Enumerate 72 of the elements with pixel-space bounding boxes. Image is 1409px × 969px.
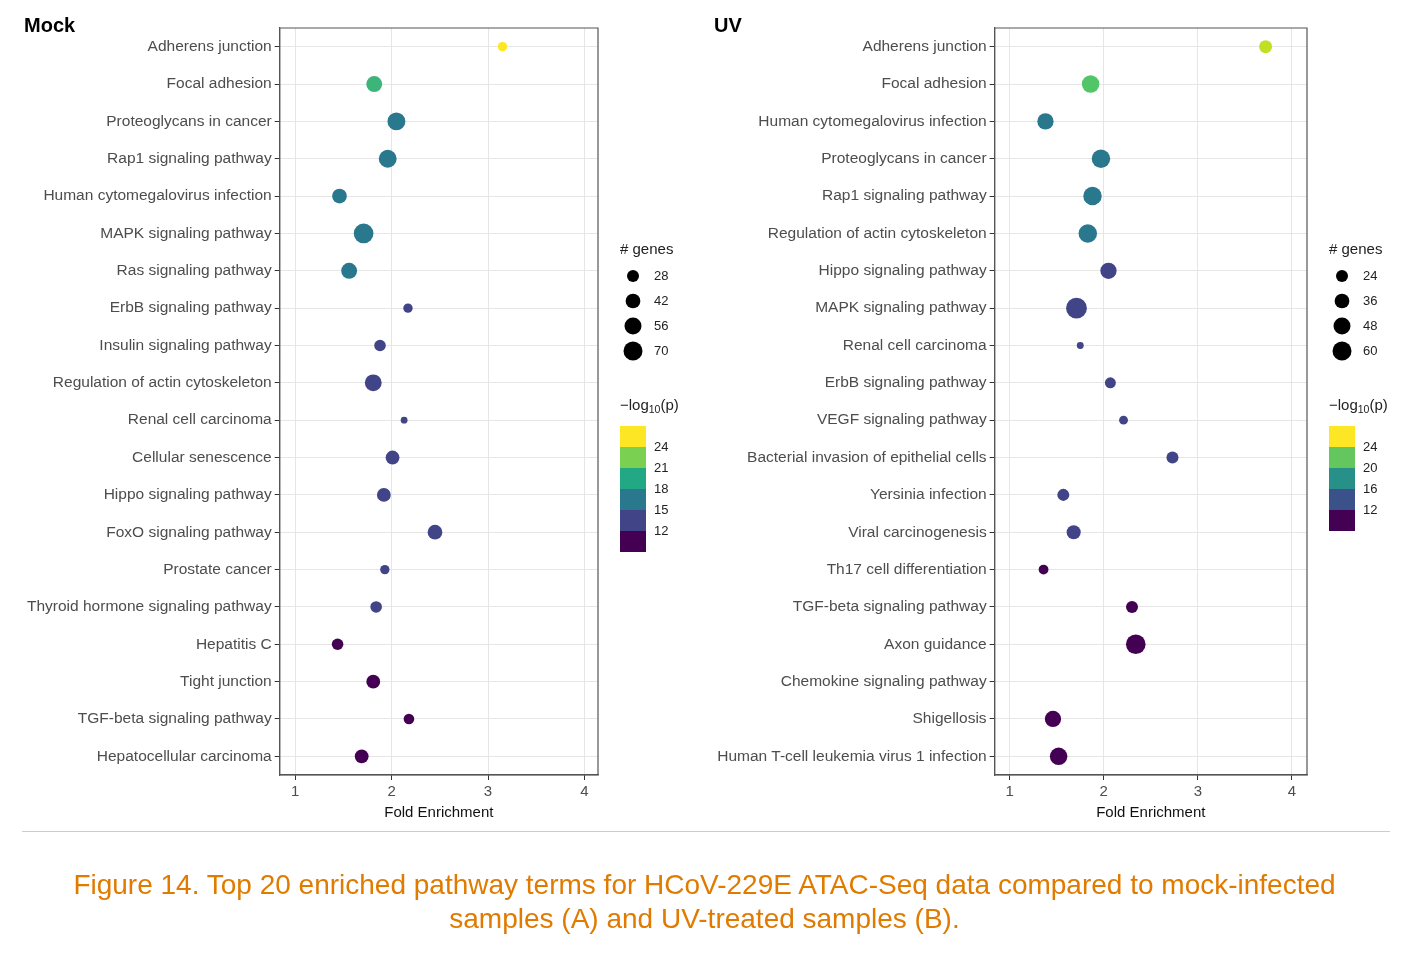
y-tick-label: TGF-beta signaling pathway bbox=[77, 709, 272, 727]
y-tick-label: ErbB signaling pathway bbox=[109, 298, 272, 316]
x-tick-label: 4 bbox=[1287, 782, 1297, 800]
x-tick-label: 1 bbox=[290, 782, 300, 800]
legend-label: 36 bbox=[1363, 292, 1378, 308]
color-bar-label: 20 bbox=[1363, 459, 1378, 475]
x-tick-label: 2 bbox=[387, 782, 396, 800]
color-bar-label: 15 bbox=[654, 501, 669, 517]
y-tick-label: MAPK signaling pathway bbox=[815, 298, 987, 316]
y-tick-label: Insulin signaling pathway bbox=[99, 335, 272, 353]
color-bar-label: 12 bbox=[654, 522, 669, 538]
text: Mock bbox=[24, 13, 76, 36]
color-bar-label: 21 bbox=[654, 459, 669, 475]
y-tick-label: Cellular senescence bbox=[132, 447, 272, 465]
x-axis-title: Fold Enrichment bbox=[384, 803, 495, 821]
y-tick-label: Human cytomegalovirus infection bbox=[43, 186, 272, 204]
caption: Figure 14. Top 20 enriched pathway terms for HCoV-229E ATAC-Seq data compared to mock-infected samples (A) and UV-treated samples (B). bbox=[72, 868, 1337, 936]
y-tick-label: Proteoglycans in cancer bbox=[821, 149, 987, 167]
y-tick-label: Hippo signaling pathway bbox=[103, 485, 272, 503]
y-tick-label: ErbB signaling pathway bbox=[824, 373, 987, 391]
color-bar-label: 12 bbox=[1363, 501, 1378, 517]
y-tick-label: Adherens junction bbox=[147, 36, 272, 54]
y-tick-label: Tight junction bbox=[180, 671, 272, 689]
y-tick-label: Adherens junction bbox=[862, 36, 987, 54]
y-tick-label: Thyroid hormone signaling pathway bbox=[26, 597, 272, 615]
y-tick-label: Focal adhesion bbox=[881, 74, 987, 92]
y-tick-label: Prostate cancer bbox=[163, 559, 272, 577]
y-tick-label: Chemokine signaling pathway bbox=[780, 671, 987, 689]
y-tick-label: MAPK signaling pathway bbox=[100, 223, 272, 241]
y-tick-label: Rap1 signaling pathway bbox=[107, 149, 272, 167]
legend-label: 28 bbox=[654, 267, 669, 283]
y-tick-label: Proteoglycans in cancer bbox=[106, 111, 272, 129]
y-tick-label: Yersinia infection bbox=[870, 485, 987, 503]
color-bar-label: 16 bbox=[1363, 480, 1378, 496]
y-tick-label: Renal cell carcinoma bbox=[127, 410, 273, 428]
color-bar-label: 24 bbox=[1363, 438, 1378, 454]
legend-label: 24 bbox=[1363, 267, 1378, 283]
y-tick-label: Regulation of actin cytoskeleton bbox=[52, 373, 272, 391]
y-tick-label: Hepatitis C bbox=[195, 634, 272, 652]
y-tick-label: Hepatocellular carcinoma bbox=[96, 746, 273, 764]
x-tick-label: 3 bbox=[483, 782, 493, 800]
y-tick-label: VEGF signaling pathway bbox=[816, 410, 987, 428]
y-tick-label: Th17 cell differentiation bbox=[826, 559, 987, 577]
x-axis-title: Fold Enrichment bbox=[1096, 803, 1207, 821]
y-tick-label: Shigellosis bbox=[912, 709, 987, 727]
x-tick-label: 1 bbox=[1005, 782, 1014, 800]
y-tick-label: Viral carcinogenesis bbox=[848, 522, 987, 540]
legend-label: 48 bbox=[1363, 317, 1378, 333]
color-bar-label: 24 bbox=[654, 438, 669, 454]
y-tick-label: Human cytomegalovirus infection bbox=[758, 111, 987, 129]
x-tick-label: 3 bbox=[1193, 782, 1203, 800]
y-tick-label: TGF-beta signaling pathway bbox=[792, 597, 987, 615]
legend-label: 56 bbox=[654, 317, 669, 333]
y-tick-label: Focal adhesion bbox=[166, 74, 272, 92]
legend-label: 42 bbox=[654, 292, 669, 308]
y-tick-label: Human T-cell leukemia virus 1 infection bbox=[717, 746, 987, 764]
legend-title: # genes bbox=[1329, 240, 1383, 258]
y-tick-label: Rap1 signaling pathway bbox=[822, 186, 987, 204]
y-tick-label: Bacterial invasion of epithelial cells bbox=[747, 447, 987, 465]
legend-title: # genes bbox=[620, 240, 674, 258]
x-tick-label: 4 bbox=[580, 782, 589, 800]
text: UV bbox=[714, 13, 743, 36]
legend-label: 60 bbox=[1363, 342, 1378, 358]
y-tick-label: Ras signaling pathway bbox=[116, 261, 272, 279]
y-tick-label: Hippo signaling pathway bbox=[818, 261, 987, 279]
y-tick-label: Regulation of actin cytoskeleton bbox=[767, 223, 987, 241]
y-tick-label: Axon guidance bbox=[884, 634, 987, 652]
y-tick-label: FoxO signaling pathway bbox=[106, 522, 272, 540]
color-bar-label: 18 bbox=[654, 480, 669, 496]
x-tick-label: 2 bbox=[1099, 782, 1108, 800]
legend-label: 70 bbox=[654, 342, 669, 358]
y-tick-label: Renal cell carcinoma bbox=[842, 335, 988, 353]
